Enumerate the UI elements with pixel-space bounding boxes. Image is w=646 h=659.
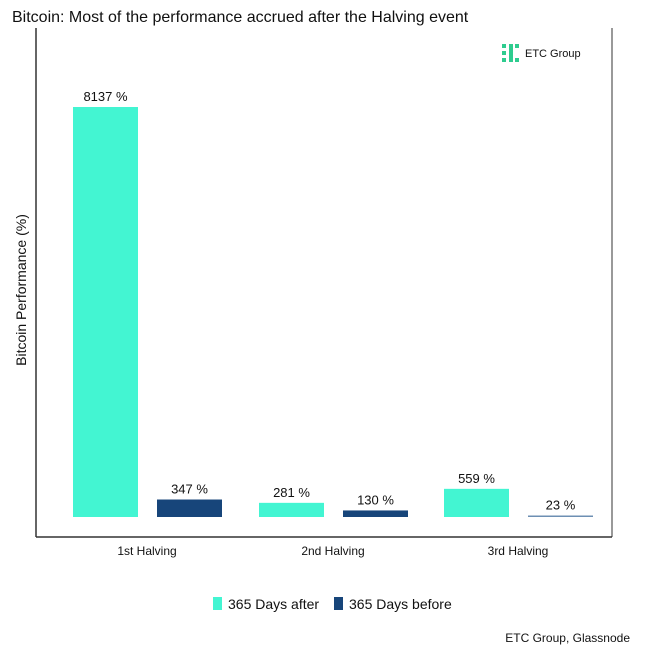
chart-title: Bitcoin: Most of the performance accrued… [12, 9, 469, 26]
data-label: 559 % [458, 471, 495, 486]
bar-after-3 [444, 488, 509, 517]
data-label: 130 % [357, 492, 394, 507]
bar-before-3 [528, 515, 593, 517]
legend-label-before: 365 Days before [349, 596, 452, 612]
bar-after-2 [259, 502, 324, 517]
data-label: 347 % [171, 482, 208, 497]
x-tick-label: 3rd Halving [488, 544, 549, 558]
legend-swatch-before [334, 597, 343, 610]
data-label: 281 % [273, 485, 310, 500]
bar-before-2 [343, 510, 408, 517]
legend-swatch-after [213, 597, 222, 610]
data-label: 23 % [546, 498, 576, 513]
data-label: 8137 % [83, 89, 128, 104]
x-tick-label: 1st Halving [117, 544, 176, 558]
bar-after-1 [73, 107, 138, 517]
legend-label-after: 365 Days after [228, 596, 319, 612]
source-note: ETC Group, Glassnode [505, 631, 630, 645]
etc-group-logo: ETC Group [502, 44, 581, 62]
legend: 365 Days after 365 Days before [213, 596, 452, 612]
x-tick-label: 2nd Halving [301, 544, 364, 558]
y-axis-label: Bitcoin Performance (%) [13, 214, 29, 366]
logo-text: ETC Group [525, 48, 581, 60]
bar-before-1 [157, 499, 222, 517]
